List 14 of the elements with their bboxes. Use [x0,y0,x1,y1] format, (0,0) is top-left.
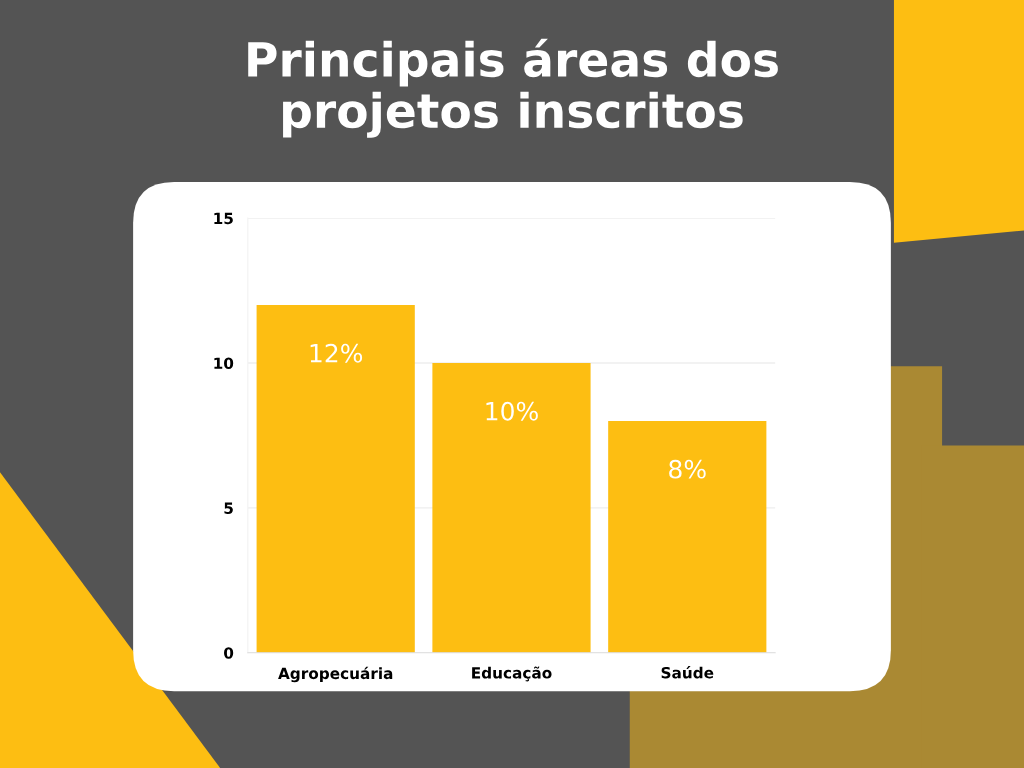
y-tick-label: 0 [224,647,234,659]
bar [256,305,415,653]
bar [432,363,591,653]
data-label: 8% [669,459,706,479]
data-label: 10% [486,401,538,421]
chart-title: Principais áreas dos projetos inscritos [248,38,778,138]
x-tick-label: Agropecuária [278,666,393,683]
x-tick-label: Saúde [661,666,714,679]
x-tick-label: Educação [472,666,552,682]
y-tick-label: 15 [214,212,233,225]
y-tick-label: 10 [214,357,234,370]
y-tick-label: 5 [224,502,233,514]
data-label: 12% [310,343,363,363]
bar [608,420,767,653]
